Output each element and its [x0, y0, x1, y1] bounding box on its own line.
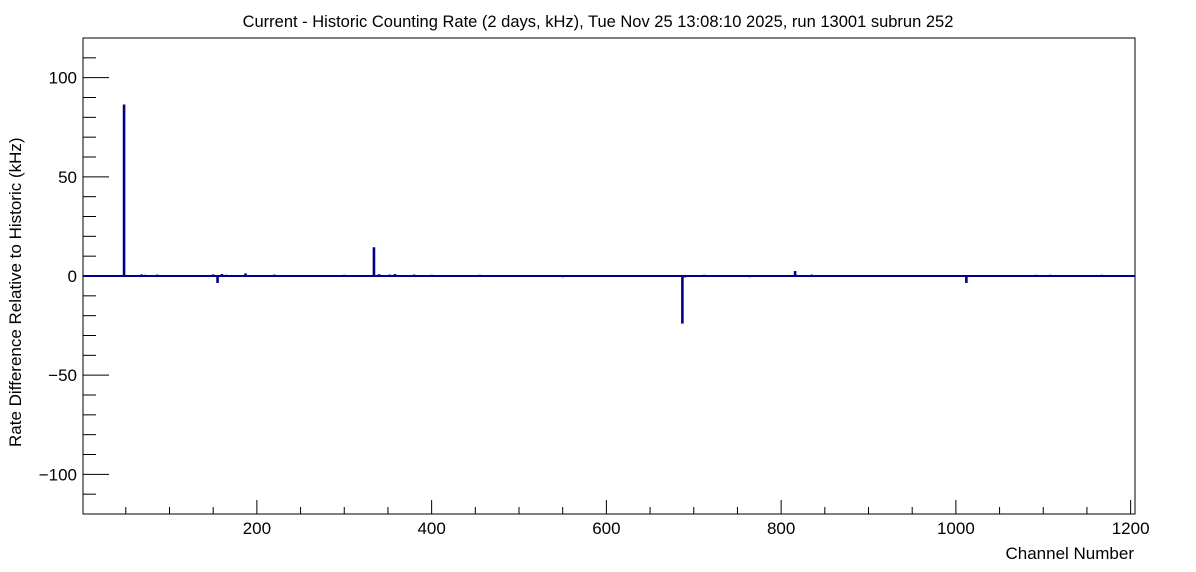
data-bars — [115, 104, 1104, 324]
x-tick-label: 1200 — [1112, 519, 1150, 538]
y-tick-label: 0 — [68, 267, 77, 286]
x-tick-label: 600 — [592, 519, 620, 538]
y-tick-label: 50 — [58, 168, 77, 187]
x-tick-label: 200 — [243, 519, 271, 538]
x-axis-label: Channel Number — [1005, 544, 1134, 563]
tick-labels: 200 400 600 800 1000 1200 −100 −50 0 50 100 — [39, 69, 1150, 538]
axis-ticks — [83, 57, 1132, 514]
x-tick-label: 1000 — [937, 519, 975, 538]
chart-title: Current - Historic Counting Rate (2 days… — [243, 13, 954, 31]
y-axis-label: Rate Difference Relative to Historic (kH… — [6, 137, 25, 447]
y-tick-label: −100 — [39, 465, 77, 484]
x-tick-label: 400 — [417, 519, 445, 538]
y-tick-label: −50 — [48, 366, 77, 385]
x-tick-label: 800 — [767, 519, 795, 538]
y-tick-label: 100 — [49, 69, 77, 88]
